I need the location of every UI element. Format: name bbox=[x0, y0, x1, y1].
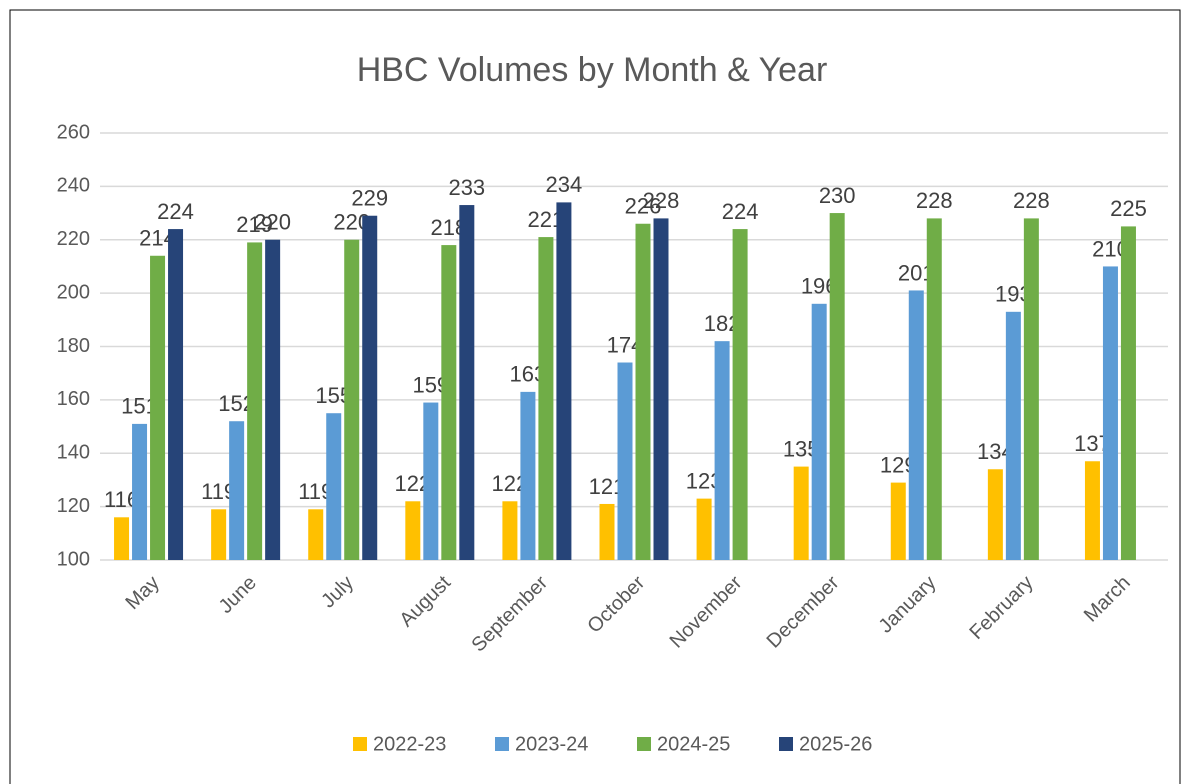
data-label: 229 bbox=[351, 186, 388, 211]
y-tick-label: 160 bbox=[57, 388, 90, 410]
data-label: 220 bbox=[254, 210, 291, 235]
bar bbox=[793, 466, 809, 560]
y-tick-label: 200 bbox=[57, 281, 90, 303]
bar bbox=[502, 501, 518, 560]
bar bbox=[405, 501, 421, 560]
y-tick-label: 260 bbox=[57, 121, 90, 143]
bar bbox=[696, 498, 712, 560]
bar bbox=[599, 503, 615, 560]
bar bbox=[829, 213, 845, 560]
data-label: 224 bbox=[722, 199, 759, 224]
bar bbox=[617, 362, 633, 560]
y-tick-label: 240 bbox=[57, 175, 90, 197]
bar bbox=[653, 218, 669, 560]
data-label: 230 bbox=[819, 183, 856, 208]
legend-label: 2024-25 bbox=[657, 733, 730, 755]
y-tick-label: 140 bbox=[57, 442, 90, 464]
legend-label: 2023-24 bbox=[515, 733, 588, 755]
data-label: 219 bbox=[236, 212, 273, 237]
y-tick-label: 220 bbox=[57, 228, 90, 250]
bar bbox=[635, 223, 651, 561]
bar bbox=[1023, 218, 1039, 560]
bar bbox=[714, 341, 730, 560]
bar bbox=[520, 391, 536, 560]
bar bbox=[326, 413, 342, 560]
bar bbox=[1102, 266, 1118, 560]
bar bbox=[908, 290, 924, 560]
bar bbox=[1005, 311, 1021, 560]
legend-label: 2022-23 bbox=[373, 733, 446, 755]
bar bbox=[538, 237, 554, 561]
legend-label: 2025-26 bbox=[799, 733, 872, 755]
bar bbox=[362, 215, 378, 560]
legend-swatch bbox=[779, 737, 793, 751]
bar bbox=[1120, 226, 1136, 560]
bar bbox=[132, 423, 148, 560]
bar bbox=[811, 303, 827, 560]
data-label: 224 bbox=[157, 199, 194, 224]
bar bbox=[308, 509, 324, 560]
data-label: 234 bbox=[546, 172, 583, 197]
bar bbox=[987, 469, 1003, 560]
y-tick-label: 120 bbox=[57, 495, 90, 517]
chart-border bbox=[9, 9, 1181, 784]
bar bbox=[423, 402, 439, 560]
data-label: 228 bbox=[643, 188, 680, 213]
bar bbox=[459, 205, 475, 560]
bar bbox=[150, 255, 166, 560]
bar bbox=[211, 509, 227, 560]
bar bbox=[441, 245, 457, 560]
bar bbox=[247, 242, 263, 560]
bar bbox=[1084, 461, 1100, 560]
y-tick-label: 180 bbox=[57, 335, 90, 357]
bar bbox=[344, 239, 360, 560]
bar bbox=[556, 202, 572, 560]
data-label: 228 bbox=[1013, 188, 1050, 213]
legend-swatch bbox=[637, 737, 651, 751]
chart-title: HBC Volumes by Month & Year bbox=[357, 51, 828, 89]
y-tick-label: 100 bbox=[57, 548, 90, 570]
bar bbox=[926, 218, 942, 560]
bar bbox=[265, 239, 281, 560]
bar bbox=[229, 421, 245, 560]
bar bbox=[168, 229, 184, 560]
legend-swatch bbox=[353, 737, 367, 751]
data-label: 233 bbox=[448, 175, 485, 200]
data-label: 225 bbox=[1110, 196, 1147, 221]
data-label: 226 bbox=[625, 194, 662, 219]
legend-swatch bbox=[495, 737, 509, 751]
bar bbox=[114, 517, 130, 560]
data-label: 228 bbox=[916, 188, 953, 213]
bar bbox=[732, 229, 748, 560]
bar bbox=[890, 482, 906, 560]
